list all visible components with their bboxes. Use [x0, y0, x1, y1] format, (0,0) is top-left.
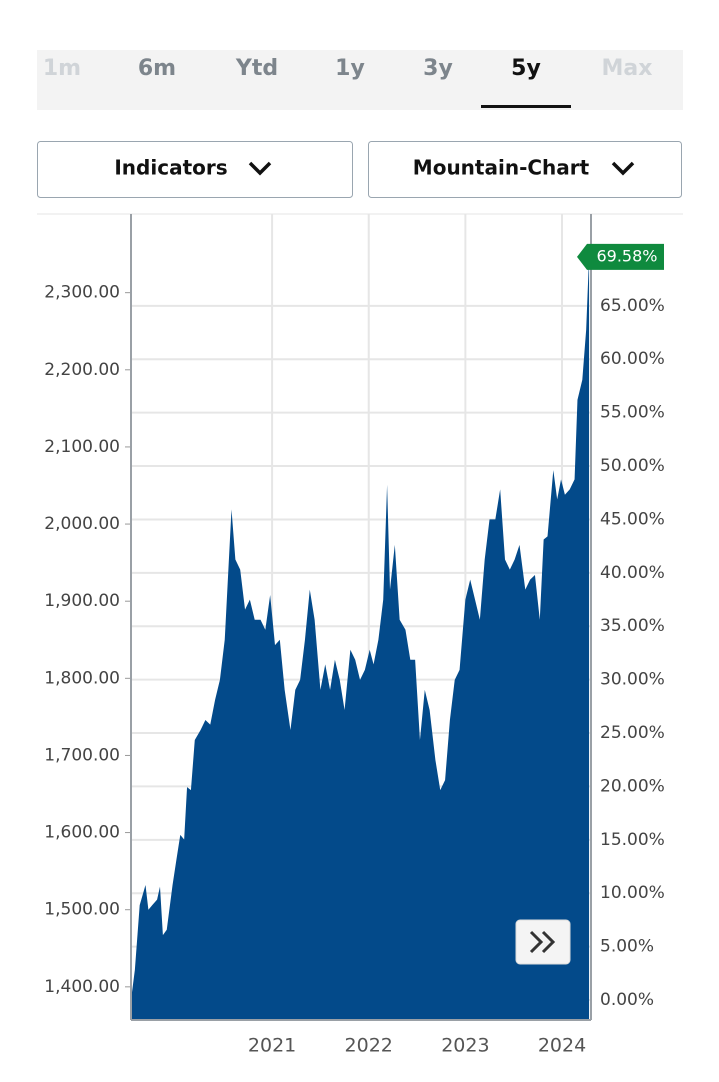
y-tick-label: 1,900.00	[44, 591, 120, 611]
y2-tick-label: 0.00%	[600, 990, 654, 1010]
x-tick-label: 2024	[538, 1035, 586, 1057]
y-tick-label: 1,700.00	[44, 745, 120, 765]
tab[interactable]: 1m	[43, 56, 81, 81]
y-tick-label: 1,600.00	[44, 823, 120, 843]
x-tick-label: 2021	[248, 1035, 296, 1057]
last-value-label: 69.58%	[596, 246, 657, 265]
y2-tick-label: 20.00%	[600, 776, 665, 796]
y-tick-label: 2,100.00	[44, 437, 120, 457]
y2-tick-label: 55.00%	[600, 403, 665, 423]
y-tick-label: 2,000.00	[44, 514, 120, 534]
y2-tick-label: 10.00%	[600, 883, 665, 903]
x-tick-label: 2023	[441, 1035, 489, 1057]
y2-tick-label: 45.00%	[600, 509, 665, 529]
y-tick-label: 1,400.00	[44, 977, 120, 997]
y2-tick-label: 50.00%	[600, 456, 665, 476]
button-label: Mountain-Chart	[413, 156, 590, 180]
x-tick-label: 2022	[345, 1035, 393, 1057]
chevron	[611, 161, 635, 176]
y2-tick-label: 25.00%	[600, 723, 665, 743]
scroll-icon	[529, 930, 556, 954]
y2-tick-label: 5.00%	[600, 937, 654, 957]
tab[interactable]: 5y	[511, 56, 541, 81]
tab[interactable]: 3y	[423, 56, 453, 81]
indicators-button[interactable]	[37, 141, 353, 198]
tab[interactable]: 6m	[138, 56, 176, 81]
y2-tick-label: 60.00%	[600, 349, 665, 369]
y2-tick-label: 15.00%	[600, 830, 665, 850]
y-tick-label: 1,500.00	[44, 900, 120, 920]
button-label: Indicators	[114, 156, 227, 180]
area	[131, 256, 590, 1021]
tab-bar	[37, 50, 683, 110]
y-tick-label: 2,200.00	[44, 360, 120, 380]
y2-tick-label: 65.00%	[600, 296, 665, 316]
tab[interactable]: 1y	[335, 56, 365, 81]
y2-tick-label: 30.00%	[600, 670, 665, 690]
tab-underline	[481, 105, 571, 108]
y-tick-label: 2,300.00	[44, 283, 120, 303]
chart-type-button[interactable]	[368, 141, 682, 198]
y2-tick-label: 35.00%	[600, 616, 665, 636]
y-tick-label: 1,800.00	[44, 668, 120, 688]
tab[interactable]: Ytd	[235, 56, 278, 81]
tab[interactable]: Max	[602, 56, 653, 81]
chevron	[248, 161, 272, 176]
last-value-badge	[577, 243, 664, 270]
y2-tick-label: 40.00%	[600, 563, 665, 583]
